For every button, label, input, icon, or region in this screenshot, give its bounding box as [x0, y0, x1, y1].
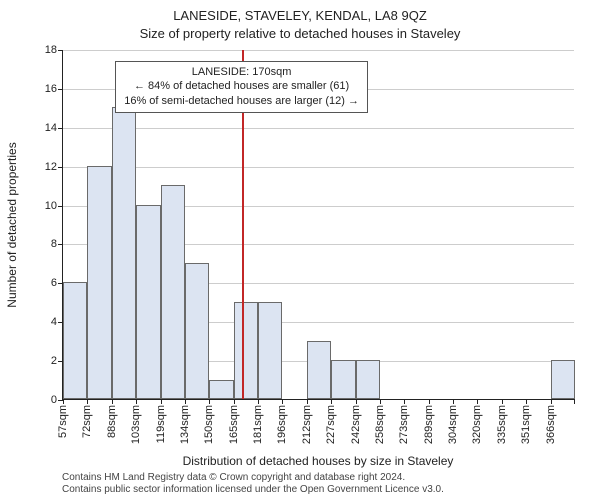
histogram-bar — [331, 360, 355, 399]
xtick-label: 103sqm — [130, 405, 142, 444]
xtick-label: 134sqm — [179, 405, 191, 444]
attribution-line2: Contains public sector information licen… — [62, 484, 590, 496]
histogram-bar — [258, 302, 282, 399]
xtick-mark — [526, 399, 527, 404]
xtick-mark — [307, 399, 308, 404]
xtick-mark — [477, 399, 478, 404]
ytick-label: 18 — [45, 44, 57, 56]
xtick-label: 273sqm — [398, 405, 410, 444]
xtick-mark — [380, 399, 381, 404]
xtick-mark — [185, 399, 186, 404]
histogram-bar — [87, 166, 111, 399]
chart-title-line1: LANESIDE, STAVELEY, KENDAL, LA8 9QZ — [0, 8, 600, 23]
histogram-bar — [551, 360, 575, 399]
histogram-bar — [209, 380, 233, 399]
xtick-mark — [404, 399, 405, 404]
xtick-mark — [136, 399, 137, 404]
histogram-bar — [185, 263, 209, 399]
ytick-mark — [58, 128, 63, 129]
xtick-label: 119sqm — [155, 405, 167, 443]
xtick-label: 242sqm — [350, 405, 362, 444]
xtick-label: 196sqm — [276, 405, 288, 444]
xtick-mark — [258, 399, 259, 404]
xtick-mark — [87, 399, 88, 404]
ytick-mark — [58, 244, 63, 245]
xtick-label: 72sqm — [81, 405, 93, 438]
xtick-mark — [161, 399, 162, 404]
xtick-mark — [209, 399, 210, 404]
ytick-mark — [58, 167, 63, 168]
ytick-label: 12 — [45, 161, 57, 173]
attribution: Contains HM Land Registry data © Crown c… — [62, 472, 590, 496]
xtick-label: 88sqm — [106, 405, 118, 438]
xtick-mark — [234, 399, 235, 404]
xtick-mark — [63, 399, 64, 404]
ytick-mark — [58, 50, 63, 51]
annotation-line1: LANESIDE: 170sqm — [124, 65, 359, 80]
histogram-bar — [63, 282, 87, 399]
chart-container: LANESIDE, STAVELEY, KENDAL, LA8 9QZ Size… — [0, 0, 600, 500]
x-axis-label: Distribution of detached houses by size … — [62, 454, 574, 468]
ytick-mark — [58, 206, 63, 207]
chart-title-line2: Size of property relative to detached ho… — [0, 26, 600, 41]
gridline — [63, 167, 574, 168]
gridline — [63, 128, 574, 129]
histogram-bar — [161, 185, 185, 399]
ytick-label: 6 — [51, 277, 57, 289]
histogram-bar — [356, 360, 380, 399]
histogram-bar — [112, 107, 136, 399]
xtick-label: 227sqm — [325, 405, 337, 444]
ytick-label: 14 — [45, 122, 57, 134]
xtick-label: 150sqm — [203, 405, 215, 444]
histogram-bar — [234, 302, 258, 399]
xtick-label: 181sqm — [252, 405, 264, 444]
attribution-line1: Contains HM Land Registry data © Crown c… — [62, 472, 590, 484]
ytick-label: 2 — [51, 355, 57, 367]
xtick-label: 57sqm — [57, 405, 69, 438]
plot-area: 02468101214161857sqm72sqm88sqm103sqm119s… — [62, 50, 574, 400]
xtick-mark — [453, 399, 454, 404]
histogram-bar — [136, 205, 160, 399]
xtick-label: 165sqm — [228, 405, 240, 444]
xtick-mark — [282, 399, 283, 404]
histogram-bar — [307, 341, 331, 399]
xtick-mark — [112, 399, 113, 404]
xtick-label: 289sqm — [423, 405, 435, 444]
xtick-mark — [331, 399, 332, 404]
xtick-label: 212sqm — [301, 405, 313, 444]
annotation-line3: 16% of semi-detached houses are larger (… — [124, 94, 359, 109]
y-axis-label: Number of detached properties — [5, 142, 19, 307]
annotation-line2: ← 84% of detached houses are smaller (61… — [124, 79, 359, 94]
xtick-label: 366sqm — [545, 405, 557, 444]
xtick-mark — [356, 399, 357, 404]
ytick-label: 8 — [51, 238, 57, 250]
xtick-label: 320sqm — [471, 405, 483, 444]
ytick-label: 10 — [45, 200, 57, 212]
xtick-label: 351sqm — [520, 405, 532, 444]
ytick-mark — [58, 89, 63, 90]
xtick-mark — [429, 399, 430, 404]
ytick-label: 4 — [51, 316, 57, 328]
xtick-label: 304sqm — [447, 405, 459, 444]
annotation-box: LANESIDE: 170sqm← 84% of detached houses… — [115, 61, 368, 114]
xtick-mark — [502, 399, 503, 404]
xtick-label: 335sqm — [496, 405, 508, 444]
xtick-mark — [551, 399, 552, 404]
ytick-label: 16 — [45, 83, 57, 95]
xtick-mark — [574, 399, 575, 404]
xtick-label: 258sqm — [374, 405, 386, 444]
gridline — [63, 50, 574, 51]
